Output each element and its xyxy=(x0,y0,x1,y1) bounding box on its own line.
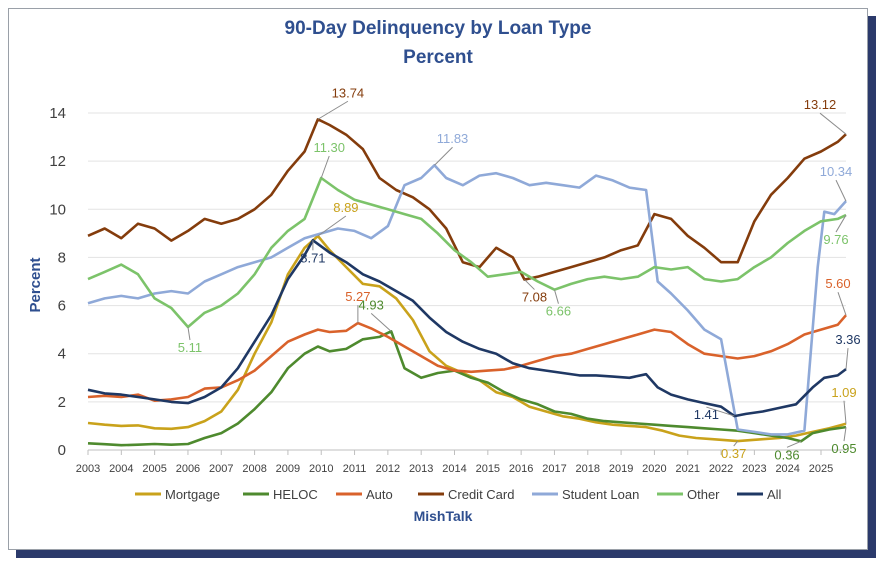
series-line-heloc xyxy=(87,330,847,447)
data-label-leader xyxy=(553,289,559,304)
data-label-leader xyxy=(187,326,191,341)
x-tick-label: 2005 xyxy=(142,463,166,475)
series-line-other xyxy=(87,176,847,329)
x-tick-label: 2016 xyxy=(509,463,533,475)
x-tick-label: 2019 xyxy=(609,463,633,475)
chart-title: 90-Day Delinquency by Loan Type xyxy=(285,18,592,39)
data-label-leader xyxy=(843,427,847,442)
x-tick-label: 2024 xyxy=(775,463,799,475)
data-label: 6.66 xyxy=(546,304,571,319)
x-tick-label: 2007 xyxy=(209,463,233,475)
data-label: 0.37 xyxy=(721,446,746,461)
series-line-student-loan xyxy=(87,163,847,436)
data-label-leader xyxy=(837,292,847,316)
legend-label: HELOC xyxy=(273,487,318,502)
data-label-leader xyxy=(317,100,349,120)
chart-frame xyxy=(8,8,868,550)
x-tick-label: 2003 xyxy=(76,463,100,475)
x-tick-label: 2013 xyxy=(409,463,433,475)
legend-label: Other xyxy=(687,487,720,502)
x-tick-label: 2004 xyxy=(109,463,133,475)
data-label-leader xyxy=(370,312,392,332)
data-label: 0.95 xyxy=(831,441,856,456)
x-tick-label: 2011 xyxy=(343,463,367,475)
x-tick-label: 2017 xyxy=(542,463,566,475)
gridlines xyxy=(88,112,846,451)
x-tick-label: 2025 xyxy=(809,463,833,475)
legend-label: Auto xyxy=(366,487,393,502)
y-tick-label: 8 xyxy=(58,249,66,266)
series-line-credit-card xyxy=(87,118,847,281)
data-label: 1.41 xyxy=(694,407,719,422)
series-lines xyxy=(87,118,847,447)
data-label-leader xyxy=(845,348,849,370)
x-tick-label: 2022 xyxy=(709,463,733,475)
legend-label: All xyxy=(767,487,782,502)
y-tick-label: 6 xyxy=(58,298,66,315)
x-tick-label: 2020 xyxy=(642,463,666,475)
data-label-leader xyxy=(733,440,739,447)
data-label: 7.08 xyxy=(522,290,547,305)
y-axis-ticks: 0 2 4 6 8 10 12 14 xyxy=(49,105,66,459)
data-label: 4.93 xyxy=(359,297,384,312)
x-axis-ticks: 2003 2004 2005 2006 2007 2008 2009 2010 2011 2012… xyxy=(76,450,833,475)
data-label-leader xyxy=(706,406,735,417)
x-tick-label: 2023 xyxy=(742,463,766,475)
data-label: 10.34 xyxy=(820,164,853,179)
x-tick-label: 2014 xyxy=(442,463,466,475)
x-tick-label: 2018 xyxy=(576,463,600,475)
data-label: 5.27 xyxy=(345,289,370,304)
y-tick-label: 14 xyxy=(49,105,66,122)
chart-footer: MishTalk xyxy=(414,508,473,524)
x-tick-label: 2010 xyxy=(309,463,333,475)
x-tick-label: 2021 xyxy=(675,463,699,475)
data-label-leader xyxy=(524,279,535,290)
y-tick-label: 12 xyxy=(49,153,66,170)
series-line-mortgage xyxy=(87,234,847,443)
legend: Mortgage HELOC Auto Credit Card Student Loan… xyxy=(135,487,782,502)
data-label-leader xyxy=(835,214,847,233)
x-tick-label: 2012 xyxy=(376,463,400,475)
data-label: 5.11 xyxy=(178,340,202,355)
data-label: 1.09 xyxy=(831,385,856,400)
legend-label: Credit Card xyxy=(448,487,514,502)
data-label: 11.30 xyxy=(313,140,345,155)
y-axis-label: Percent xyxy=(27,257,44,312)
series-line-all xyxy=(87,239,847,418)
data-label: 11.83 xyxy=(437,131,469,146)
data-label-leader xyxy=(843,400,847,424)
x-tick-label: 2009 xyxy=(276,463,300,475)
data-label: 9.76 xyxy=(823,232,848,247)
x-tick-label: 2015 xyxy=(476,463,500,475)
x-tick-label: 2008 xyxy=(242,463,266,475)
y-tick-label: 4 xyxy=(58,346,66,363)
data-labels: 13.74 11.30 8.89 8.71 5.274.93 5.11 11.83 7.086… xyxy=(178,85,861,462)
data-label-leader xyxy=(320,155,330,179)
data-label-leader xyxy=(434,146,453,166)
chart-subtitle: Percent xyxy=(403,47,473,68)
data-label: 5.60 xyxy=(825,276,850,291)
y-tick-label: 10 xyxy=(49,201,66,218)
legend-label: Mortgage xyxy=(165,487,220,502)
data-label-leader xyxy=(819,112,847,135)
data-label-leader xyxy=(835,179,847,202)
data-label-leader xyxy=(786,440,802,448)
data-label: 8.89 xyxy=(333,200,358,215)
data-label: 13.74 xyxy=(332,85,365,100)
data-label-leader xyxy=(317,215,347,237)
data-label: 13.12 xyxy=(804,97,837,112)
legend-label: Student Loan xyxy=(562,487,639,502)
y-tick-label: 0 xyxy=(58,442,66,459)
data-label: 0.36 xyxy=(774,447,799,462)
y-tick-label: 2 xyxy=(58,394,66,411)
x-tick-label: 2006 xyxy=(176,463,200,475)
data-label: 8.71 xyxy=(300,250,325,265)
series-line-auto xyxy=(87,314,847,402)
data-label: 3.36 xyxy=(835,332,860,347)
